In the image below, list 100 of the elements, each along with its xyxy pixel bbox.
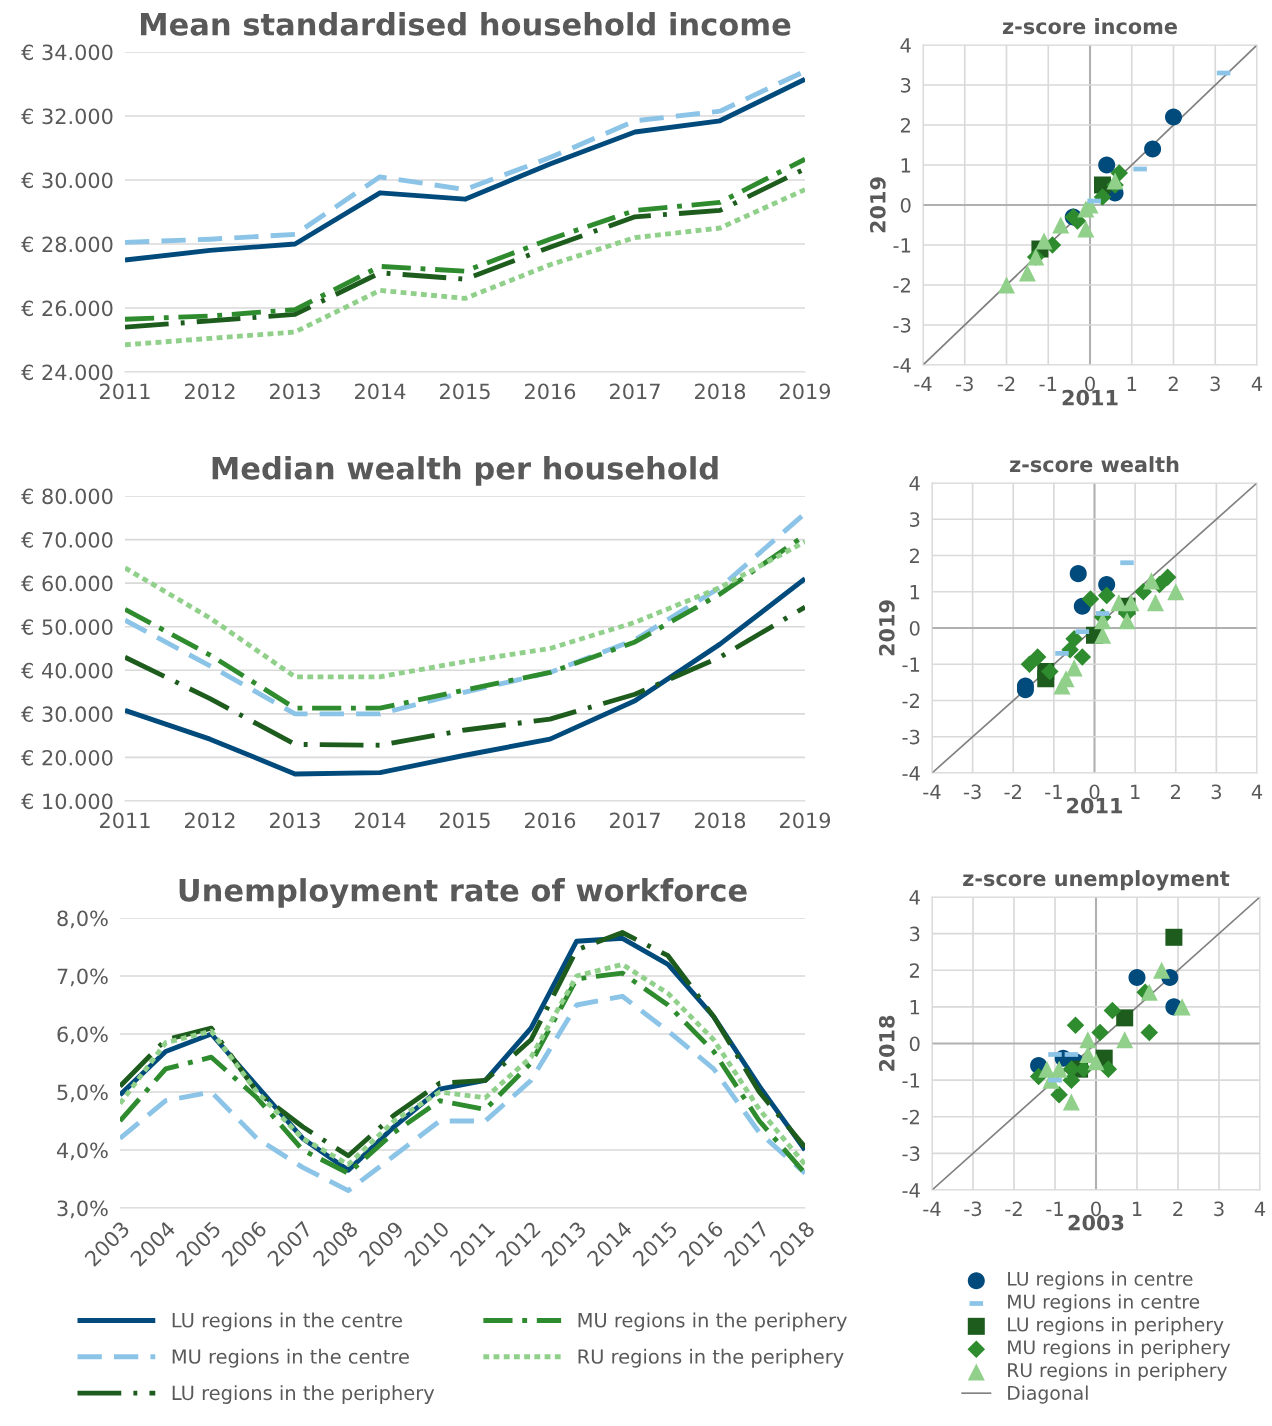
point: [1118, 612, 1136, 630]
point: [997, 276, 1016, 294]
y-axis-title: 2019: [878, 600, 895, 656]
point: [1035, 232, 1053, 250]
x-tick-label: 2011: [100, 812, 150, 829]
x-tick-label: -1: [1045, 784, 1062, 799]
line-series: [125, 539, 805, 680]
y-tick-label: 3: [910, 926, 920, 942]
x-tick-label: 2013: [270, 383, 320, 400]
x-tick-label: 2: [1170, 784, 1180, 799]
point: [1069, 565, 1087, 583]
point: [1079, 1031, 1097, 1049]
point: [1140, 1023, 1159, 1042]
y-tick-label: 6,0%: [57, 1026, 108, 1045]
point: [1093, 188, 1112, 206]
y-tick-label: 2: [909, 963, 919, 978]
y-tick-label: € 34.000: [21, 44, 113, 61]
y-tick-label: -2: [902, 693, 919, 708]
x-tick-label: -2: [1004, 784, 1021, 799]
line-series: [120, 993, 805, 1194]
legend-label: LU regions in the centre: [172, 1312, 402, 1332]
point: [1144, 140, 1162, 158]
y-tick-label: 4,0%: [56, 1142, 108, 1161]
y-tick-label: -4: [893, 358, 911, 373]
point: [1041, 662, 1059, 681]
x-tick-label: 3: [1214, 1201, 1224, 1217]
y-tick-label: 0: [909, 620, 920, 636]
point: [1116, 1031, 1134, 1049]
point: [1018, 264, 1036, 282]
point: [1122, 594, 1140, 612]
x-tick-label: 3: [1211, 784, 1221, 800]
y-tick-label: 1: [910, 1000, 920, 1015]
point: [1165, 928, 1183, 946]
point: [1068, 212, 1087, 230]
y-tick-label: € 30.000: [21, 706, 113, 723]
point: [1142, 572, 1160, 590]
point: [1158, 568, 1177, 587]
x-tick-label: 2014: [355, 383, 406, 400]
point: [1106, 172, 1124, 190]
y-tick-label: € 10.000: [21, 793, 113, 810]
point: [1128, 969, 1146, 987]
chart-title: z-score income: [1002, 18, 1177, 35]
y-tick-label: 0: [909, 1036, 920, 1052]
y-tick-label: € 70.000: [21, 532, 113, 548]
y-tick-label: 2: [900, 117, 910, 133]
x-tick-label: 2012: [185, 383, 235, 400]
legend-label: RU regions in periphery: [1008, 1362, 1227, 1381]
y-tick-label: € 40.000: [21, 662, 113, 679]
line-series: [125, 576, 805, 777]
point: [1077, 220, 1095, 238]
point: [1081, 590, 1100, 608]
y-tick-label: € 24.000: [21, 364, 113, 381]
y-tick-label: 5,0%: [57, 1084, 108, 1103]
legend-label: MU regions in periphery: [1008, 1339, 1231, 1358]
y-tick-label: 4: [909, 476, 920, 491]
y-tick-label: -3: [902, 729, 920, 745]
point: [1097, 586, 1116, 605]
y-tick-label: 8,0%: [57, 910, 108, 929]
point: [1164, 108, 1183, 126]
x-tick-label: -1: [1046, 1201, 1063, 1216]
y-tick-label: € 28.000: [21, 236, 113, 253]
legend-label: Diagonal: [1008, 1385, 1088, 1404]
point: [1062, 1093, 1080, 1111]
point: [1110, 594, 1128, 612]
point: [1028, 648, 1047, 666]
point: [1153, 961, 1171, 979]
legend-label: LU regions in periphery: [1008, 1317, 1224, 1336]
x-tick-label: 2015: [440, 383, 490, 400]
x-tick-label: 2017: [610, 383, 660, 400]
chart-title: z-score unemployment: [963, 870, 1230, 891]
y-tick-label: -2: [902, 1109, 919, 1125]
x-tick-label: 2016: [525, 383, 576, 400]
point: [1134, 582, 1153, 601]
line-series: [125, 604, 805, 748]
x-tick-label: 4: [1254, 1201, 1266, 1216]
y-tick-label: -1: [902, 657, 920, 672]
x-tick-label: 1: [1132, 1201, 1142, 1216]
legend-label: MU regions in the centre: [172, 1348, 409, 1368]
x-tick-label: 2: [1173, 1201, 1183, 1216]
legend-label: LU regions in centre: [1008, 1271, 1193, 1290]
x-tick-label: 2011: [100, 383, 150, 400]
y-tick-label: 4: [900, 38, 911, 53]
y-tick-label: 3: [910, 512, 920, 527]
chart-title: z-score wealth: [1010, 456, 1179, 473]
point: [1146, 594, 1164, 612]
point: [1052, 216, 1070, 234]
x-tick-label: -2: [1005, 1201, 1022, 1216]
chart-title: Median wealth per household: [212, 456, 718, 486]
y-tick-label: € 30.000: [21, 172, 113, 189]
legend-label: RU regions in the periphery: [578, 1348, 844, 1368]
point: [1099, 1060, 1118, 1078]
chart-title: Mean standardised household income: [140, 12, 791, 36]
y-tick-label: 7,0%: [57, 968, 108, 987]
point: [1057, 670, 1075, 688]
y-tick-label: € 26.000: [21, 300, 113, 317]
x-tick-label: 2019: [780, 812, 831, 829]
point: [1103, 1001, 1122, 1020]
y-axis-title: 2018: [878, 1015, 895, 1071]
x-tick-label: -4: [923, 1201, 941, 1216]
x-tick-label: 0: [1085, 376, 1095, 392]
